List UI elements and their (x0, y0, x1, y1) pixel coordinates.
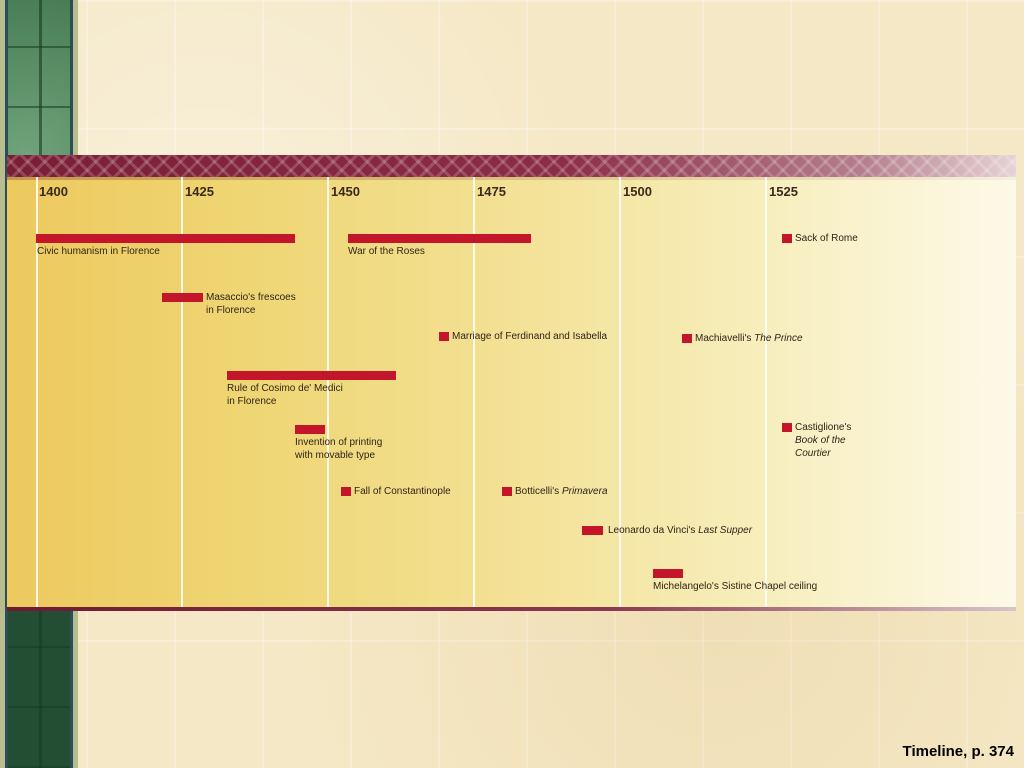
event-label-primavera: Botticelli's Primavera (515, 485, 608, 498)
bottom-rule (7, 607, 1016, 611)
event-bar-civic-humanism (36, 234, 295, 243)
event-label-courtier: Castiglione's Book of the Courtier (795, 421, 851, 460)
band-shadow (7, 177, 1016, 180)
event-label-courtier-line1: Castiglione's (795, 422, 852, 433)
event-label-cosimo-line2: in Florence (227, 396, 277, 407)
event-label-marriage: Marriage of Ferdinand and Isabella (452, 331, 608, 342)
event-label-sack-of-rome: Sack of Rome (795, 233, 858, 244)
year-label: 1475 (477, 184, 506, 199)
event-label-printing-line2: with movable type (295, 450, 376, 461)
event-bar-sistine-chapel (653, 569, 683, 578)
event-label-primavera-title: Primavera (561, 486, 608, 497)
event-label-masaccio-line1: Masaccio's frescoes (206, 292, 296, 303)
event-label-printing: Invention of printing with movable type (295, 436, 382, 462)
event-label-masaccio-line2: in Florence (206, 305, 256, 316)
event-marker-constantinople (341, 487, 351, 496)
event-label-primavera-text: Botticelli's (515, 486, 562, 497)
event-marker-sack-of-rome (782, 234, 792, 243)
event-marker-courtier (782, 423, 792, 432)
event-label-printing-line1: Invention of printing (295, 437, 383, 448)
event-label-the-prince: Machiavelli's The Prince (695, 332, 803, 345)
event-bar-cosimo (227, 371, 396, 380)
year-label: 1425 (185, 184, 214, 199)
event-label-war-of-the-roses: War of the Roses (348, 246, 425, 257)
year-label: 1450 (331, 184, 360, 199)
gridline-1450 (327, 177, 329, 607)
timeline-panel: 1400 1425 1450 1475 1500 1525 Civic huma… (7, 155, 1016, 611)
event-label-the-prince-text: Machiavelli's (695, 333, 755, 344)
event-label-courtier-line3: Courtier (795, 448, 831, 459)
event-label-courtier-line2: Book of the (795, 435, 846, 446)
event-bar-last-supper (582, 526, 603, 535)
gridline-1425 (181, 177, 183, 607)
event-label-last-supper-title: Last Supper (698, 525, 753, 536)
gridline-1500 (619, 177, 621, 607)
event-label-constantinople: Fall of Constantinople (354, 486, 451, 497)
event-label-cosimo-line1: Rule of Cosimo de' Medici (227, 383, 343, 394)
event-marker-marriage (439, 332, 449, 341)
year-label: 1525 (769, 184, 798, 199)
event-bar-printing (295, 425, 325, 434)
gridline-1525 (765, 177, 767, 607)
slide-caption: Timeline, p. 374 (902, 743, 1014, 760)
decorative-band (7, 155, 1016, 177)
year-label: 1500 (623, 184, 652, 199)
event-marker-the-prince (682, 334, 692, 343)
event-bar-war-of-the-roses (348, 234, 531, 243)
event-bar-masaccio (162, 293, 203, 302)
year-label: 1400 (39, 184, 68, 199)
event-label-masaccio: Masaccio's frescoes in Florence (206, 291, 296, 317)
gridline-1400 (36, 177, 38, 607)
event-label-sistine-chapel: Michelangelo's Sistine Chapel ceiling (653, 581, 818, 592)
event-marker-primavera (502, 487, 512, 496)
event-label-last-supper-text: Leonardo da Vinci's (608, 525, 699, 536)
event-label-civic-humanism: Civic humanism in Florence (37, 246, 160, 257)
event-label-cosimo: Rule of Cosimo de' Medici in Florence (227, 382, 343, 408)
gridline-1475 (473, 177, 475, 607)
event-label-the-prince-title: The Prince (754, 333, 803, 344)
event-label-last-supper: Leonardo da Vinci's Last Supper (608, 524, 752, 537)
